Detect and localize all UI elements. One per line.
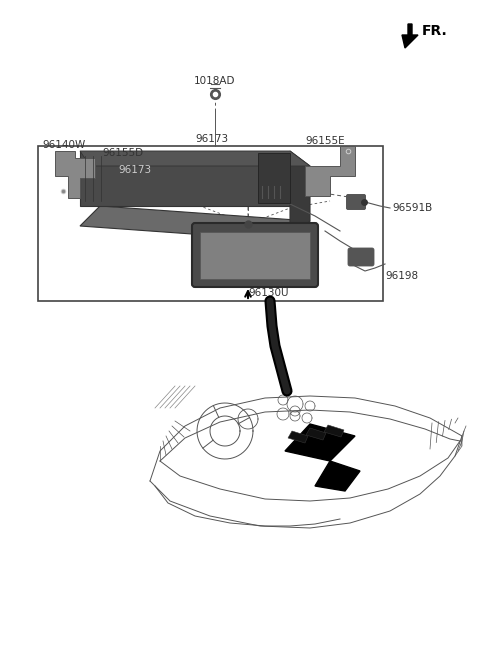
- Polygon shape: [306, 428, 326, 440]
- Text: 96155D: 96155D: [102, 148, 143, 158]
- Polygon shape: [75, 176, 95, 188]
- Text: 96140W: 96140W: [42, 140, 85, 150]
- Text: 1018AD: 1018AD: [194, 76, 236, 86]
- Bar: [80, 151, 290, 206]
- Text: 96155E: 96155E: [305, 136, 345, 146]
- Text: 96591B: 96591B: [392, 203, 432, 213]
- Text: 96198: 96198: [385, 271, 418, 281]
- Polygon shape: [80, 206, 310, 241]
- Text: FR.: FR.: [422, 24, 448, 38]
- Polygon shape: [315, 461, 360, 491]
- Polygon shape: [305, 146, 355, 196]
- Bar: [200, 232, 310, 279]
- FancyBboxPatch shape: [348, 248, 374, 266]
- Polygon shape: [402, 24, 418, 48]
- Polygon shape: [290, 151, 310, 241]
- Polygon shape: [80, 151, 310, 166]
- Text: 96173: 96173: [195, 134, 228, 144]
- Bar: [258, 153, 290, 203]
- Text: 96130U: 96130U: [248, 288, 288, 298]
- FancyBboxPatch shape: [192, 223, 318, 287]
- Polygon shape: [55, 151, 95, 198]
- FancyBboxPatch shape: [347, 194, 365, 209]
- Text: 96173: 96173: [118, 165, 151, 175]
- Polygon shape: [324, 425, 344, 437]
- Polygon shape: [288, 431, 308, 443]
- Bar: [38, 146, 383, 301]
- Polygon shape: [285, 424, 355, 461]
